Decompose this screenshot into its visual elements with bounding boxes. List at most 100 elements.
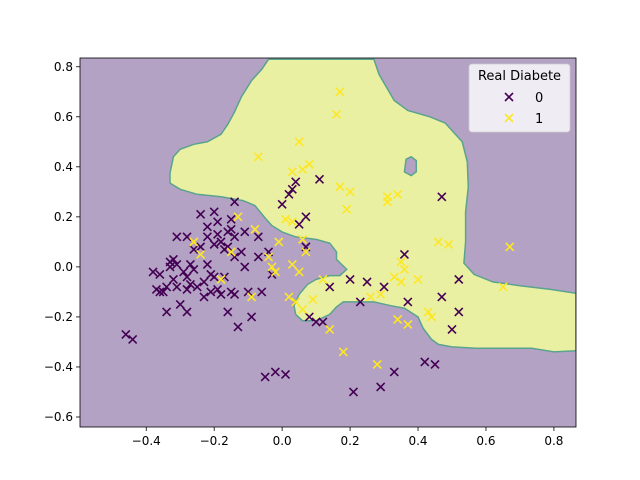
y-tick-label: −0.4: [44, 360, 73, 374]
point-class-1-17: [291, 297, 301, 307]
point-class-0-62: [253, 232, 263, 242]
point-class-1-36: [376, 289, 386, 299]
point-class-0-56: [233, 322, 243, 332]
point-class-0-71: [284, 189, 294, 199]
legend-marker-1: [504, 113, 514, 123]
point-class-0-91: [420, 357, 430, 367]
point-class-0-31: [202, 222, 212, 232]
point-class-1-0: [189, 237, 199, 247]
point-class-1-14: [287, 167, 297, 177]
point-class-0-16: [175, 299, 185, 309]
legend-marker-0: [504, 92, 514, 102]
point-class-0-54: [230, 252, 240, 262]
point-class-1-15: [287, 217, 297, 227]
point-class-0-69: [277, 199, 287, 209]
point-class-0-63: [253, 252, 263, 262]
point-class-1-16: [287, 259, 297, 269]
point-class-0-14: [172, 259, 182, 269]
point-class-1-32: [342, 204, 352, 214]
point-class-0-17: [179, 267, 189, 277]
point-class-1-2: [216, 274, 226, 284]
point-class-0-93: [437, 192, 447, 202]
y-tick-label: 0.6: [54, 110, 73, 124]
point-class-1-39: [389, 272, 399, 282]
point-class-1-46: [413, 274, 423, 284]
y-tick-label: −0.6: [44, 410, 73, 424]
point-class-0-85: [362, 277, 372, 287]
point-class-0-28: [196, 242, 206, 252]
point-class-0-33: [202, 259, 212, 269]
point-class-1-7: [253, 152, 263, 162]
point-class-0-73: [291, 177, 301, 187]
point-class-1-34: [365, 292, 376, 302]
point-class-0-60: [243, 287, 253, 297]
point-class-0-58: [240, 227, 250, 237]
class-1-region: [169, 58, 576, 353]
point-class-0-52: [230, 197, 240, 207]
point-class-0-70: [280, 369, 291, 380]
x-tick-label: 0.2: [341, 434, 360, 448]
point-class-1-24: [304, 159, 314, 169]
point-class-0-49: [226, 214, 236, 224]
point-class-0-22: [185, 259, 195, 269]
point-class-1-30: [335, 182, 345, 192]
point-class-1-40: [393, 189, 403, 199]
point-class-1-45: [403, 319, 413, 329]
y-tick-label: 0.8: [54, 60, 73, 74]
point-class-0-89: [399, 249, 410, 259]
point-class-0-6: [158, 287, 168, 297]
x-tick-label: −0.2: [200, 434, 229, 448]
y-axis: −0.6 −0.4 −0.2 0.0 0.2 0.4 0.6 0.8: [44, 60, 80, 424]
point-class-1-19: [294, 267, 304, 277]
point-class-0-78: [311, 317, 321, 327]
point-class-0-81: [325, 282, 335, 292]
point-class-0-29: [199, 277, 209, 287]
point-class-0-90: [403, 297, 413, 307]
point-class-0-19: [182, 272, 192, 282]
point-class-0-88: [389, 367, 399, 377]
point-class-0-96: [454, 274, 464, 284]
point-class-1-6: [250, 224, 260, 234]
point-class-1-49: [433, 237, 443, 247]
point-class-0-30: [199, 292, 209, 302]
point-class-0-23: [185, 279, 195, 289]
point-class-1-18: [294, 137, 304, 147]
point-class-0-36: [209, 207, 219, 217]
point-class-0-20: [182, 284, 192, 294]
point-class-1-22: [297, 304, 308, 314]
point-class-0-25: [189, 264, 199, 274]
x-tick-label: 0.6: [476, 434, 495, 448]
point-class-1-3: [226, 247, 236, 257]
point-class-0-79: [314, 174, 325, 184]
point-class-1-48: [427, 312, 437, 322]
point-class-1-11: [274, 237, 284, 247]
point-class-1-10: [270, 267, 280, 277]
point-class-0-83: [348, 387, 359, 397]
point-class-0-32: [202, 232, 212, 242]
point-class-0-77: [304, 312, 314, 322]
point-class-1-23: [301, 247, 311, 257]
x-tick-label: 0.8: [544, 434, 563, 448]
point-class-0-55: [230, 289, 240, 299]
point-class-0-11: [168, 254, 178, 264]
point-class-1-26: [318, 274, 328, 284]
legend: Real Diabete 0 1: [468, 63, 571, 133]
point-class-0-95: [447, 324, 457, 334]
point-class-0-64: [257, 287, 267, 297]
point-class-1-41: [393, 314, 403, 324]
legend-label-0: 0: [535, 91, 543, 106]
point-class-0-5: [155, 287, 165, 297]
point-class-0-61: [246, 312, 257, 322]
point-class-0-38: [209, 272, 219, 282]
point-class-0-8: [162, 307, 172, 317]
x-tick-label: −0.4: [132, 434, 161, 448]
point-class-0-18: [182, 232, 192, 242]
y-tick-label: 0.0: [54, 260, 73, 274]
point-class-0-57: [236, 247, 246, 257]
legend-label-1: 1: [535, 112, 543, 127]
point-class-0-72: [287, 184, 297, 194]
point-class-0-21: [182, 307, 192, 317]
axes-frame: [79, 57, 577, 428]
point-class-0-50: [226, 224, 236, 234]
